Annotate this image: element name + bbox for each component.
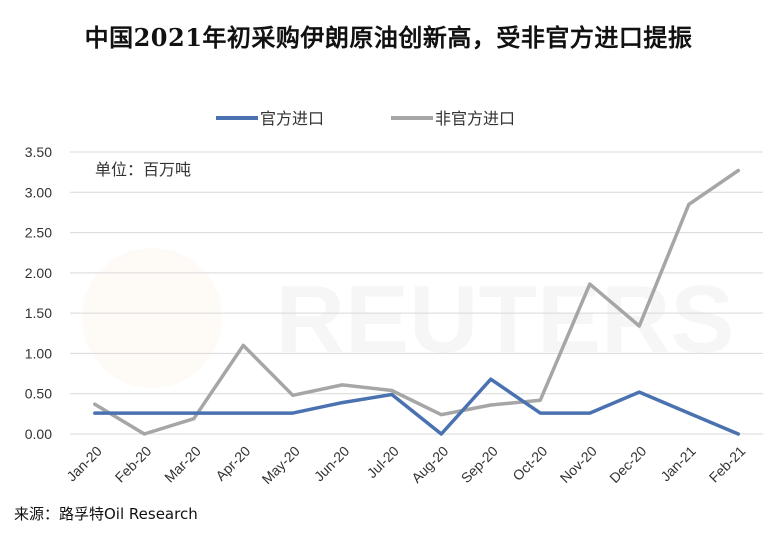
x-tick-label: Apr-20 [212, 443, 253, 484]
x-tick-label: Nov-20 [557, 443, 600, 486]
reuters-watermark: REUTERS [82, 248, 735, 388]
y-tick-label: 0.50 [25, 386, 52, 402]
y-tick-label: 1.50 [25, 305, 52, 321]
y-tick-label: 1.00 [25, 345, 52, 361]
x-tick-label: Feb-21 [706, 443, 749, 486]
x-tick-label: Aug-20 [408, 443, 451, 486]
legend: 官方进口 非官方进口 [216, 109, 515, 128]
y-axis: 0.00 0.50 1.00 1.50 2.00 2.50 3.00 3.50 [25, 144, 52, 442]
y-tick-label: 3.50 [25, 144, 52, 160]
source-note: 来源：路孚特Oil Research [14, 505, 198, 523]
x-tick-label: Mar-20 [161, 443, 204, 486]
y-tick-label: 3.00 [25, 184, 52, 200]
y-tick-label: 2.50 [25, 225, 52, 241]
unit-label: 单位：百万吨 [95, 160, 191, 179]
series-line [93, 377, 741, 436]
chart-title: 中国2021年初采购伊朗原油创新高，受非官方进口提振 [84, 23, 693, 52]
x-tick-label: May-20 [259, 443, 303, 487]
x-tick-label: Jun-20 [311, 443, 353, 485]
legend-label: 非官方进口 [435, 109, 515, 128]
x-tick-label: Jan-20 [63, 443, 105, 485]
series-line [93, 168, 741, 436]
x-tick-label: Jan-21 [657, 443, 699, 485]
legend-label: 官方进口 [260, 109, 324, 128]
y-tick-label: 0.00 [25, 426, 52, 442]
watermark-text: REUTERS [276, 266, 735, 373]
x-tick-label: Sep-20 [458, 443, 501, 486]
x-tick-label: Oct-20 [509, 443, 550, 484]
series-group [93, 168, 741, 436]
x-tick-label: Feb-20 [112, 443, 155, 486]
gridlines [70, 151, 763, 435]
x-tick-label: Jul-20 [364, 443, 402, 481]
x-tick-label: Dec-20 [606, 443, 649, 486]
watermark-logo-icon [82, 248, 222, 388]
y-tick-label: 2.00 [25, 265, 52, 281]
x-axis: Jan-20 Feb-20 Mar-20 Apr-20 May-20 Jun-20 Jul-… [63, 443, 748, 487]
